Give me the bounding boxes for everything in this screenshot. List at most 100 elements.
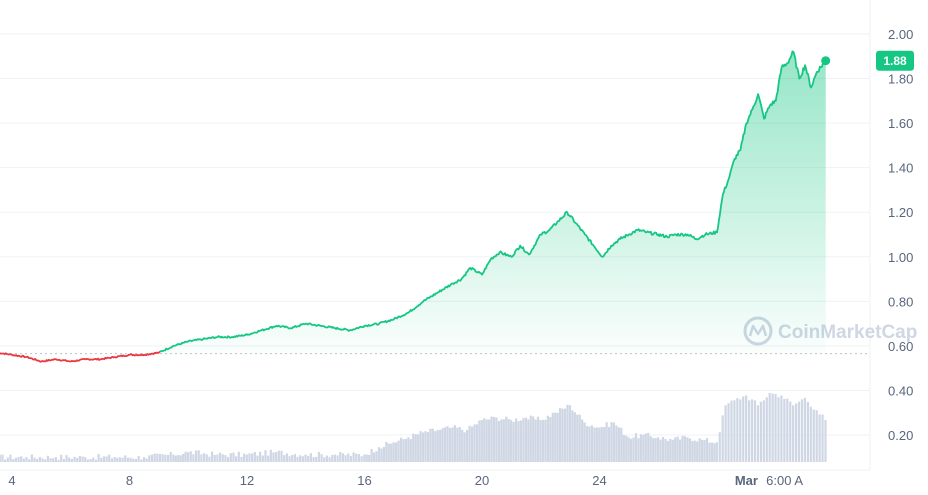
- volume-bar: [70, 458, 73, 462]
- volume-bar: [9, 454, 12, 462]
- volume-bar: [774, 394, 777, 462]
- volume-bar: [46, 455, 49, 462]
- volume-bar: [559, 408, 562, 462]
- volume-bar: [507, 419, 510, 462]
- volume-bar: [296, 456, 299, 462]
- price-line: [0, 50, 827, 363]
- volume-bar: [392, 442, 395, 462]
- volume-bar: [134, 458, 138, 462]
- volume-bar: [500, 419, 503, 462]
- volume-bar: [97, 454, 100, 462]
- volume-bar: [815, 410, 818, 462]
- volume-bar: [380, 448, 383, 462]
- volume-bar: [664, 438, 667, 462]
- volume-bar: [336, 455, 339, 462]
- volume-bar: [686, 437, 689, 462]
- volume-bar: [304, 454, 307, 462]
- volume-bar: [795, 403, 798, 462]
- volume-bar: [466, 429, 469, 462]
- volume-bar: [52, 458, 55, 462]
- volume-bar: [293, 454, 296, 462]
- volume-bar: [426, 432, 430, 462]
- volume-bar: [57, 459, 60, 462]
- volume-bar: [753, 400, 757, 462]
- volume-bar: [803, 397, 807, 462]
- volume-bar: [733, 400, 736, 462]
- volume-bar: [431, 428, 434, 462]
- volume-bar: [208, 456, 211, 462]
- volume-bar: [145, 458, 148, 462]
- volume-bar: [89, 458, 92, 462]
- y-tick-label: 1.20: [888, 205, 913, 220]
- price-line-down: [0, 350, 161, 363]
- volume-bar: [527, 419, 530, 462]
- volume-bar: [269, 449, 272, 462]
- volume-bar: [110, 458, 114, 462]
- volume-bar: [421, 432, 425, 462]
- volume-bar: [12, 459, 15, 462]
- volume-bar: [382, 447, 385, 462]
- volume-bar: [821, 414, 824, 462]
- volume-bar: [414, 434, 417, 462]
- volume-bar: [824, 420, 827, 462]
- volume-bar: [519, 420, 523, 462]
- volume-bar: [409, 439, 412, 462]
- volume-bar: [539, 420, 542, 462]
- volume-bar: [588, 426, 591, 462]
- volume-bar: [288, 456, 291, 462]
- volume-bar: [674, 437, 677, 462]
- volume-bar: [385, 441, 388, 462]
- volume-bar: [320, 454, 323, 462]
- volume-bar: [256, 455, 259, 462]
- volume-bar: [407, 437, 410, 462]
- volume-bar: [786, 398, 789, 462]
- volume-bar: [73, 456, 76, 462]
- volume-bar: [485, 419, 488, 462]
- volume-bar: [524, 417, 527, 462]
- volume-bar: [644, 433, 647, 462]
- volume-bar: [28, 459, 31, 462]
- volume-bar: [62, 458, 65, 462]
- x-tick-label: 20: [475, 473, 489, 488]
- volume-bar: [639, 434, 643, 462]
- volume-bar: [718, 432, 721, 462]
- last-point-marker: [821, 56, 831, 66]
- volume-bar: [736, 398, 739, 462]
- volume-bar: [387, 443, 390, 462]
- volume-bar: [605, 422, 608, 462]
- volume-bar: [331, 455, 334, 462]
- volume-bar: [724, 405, 727, 462]
- volume-bar: [488, 419, 491, 462]
- volume-bar: [473, 424, 476, 462]
- volume-bar: [812, 409, 815, 462]
- x-axis: 4 8 12 16 20 24 Mar 6:00 A: [8, 473, 803, 488]
- volume-bar: [352, 452, 355, 462]
- volume-bar: [529, 415, 532, 462]
- volume-bar: [307, 456, 310, 462]
- volume-bar: [742, 396, 745, 462]
- volume-bar: [76, 457, 79, 462]
- volume-bar: [399, 437, 403, 462]
- volume-bar: [708, 442, 711, 462]
- volume-bar: [229, 453, 232, 462]
- volume-bar: [202, 453, 206, 462]
- volume-bar: [765, 397, 768, 462]
- volume-bar: [436, 429, 439, 462]
- volume-bar: [243, 453, 246, 462]
- volume-bar: [360, 456, 363, 462]
- volume-bar: [113, 457, 116, 462]
- volume-bar: [30, 454, 33, 462]
- x-tick-label: 6:00 A: [766, 473, 803, 488]
- volume-bar: [166, 455, 170, 462]
- volume-bar: [448, 427, 452, 462]
- y-tick-label: 2.00: [888, 27, 913, 42]
- volume-bar: [532, 416, 535, 462]
- volume-bar: [118, 457, 122, 462]
- volume-bar: [108, 454, 111, 462]
- volume-bar: [745, 395, 748, 462]
- volume-bar: [189, 451, 192, 462]
- volume-bar: [783, 398, 786, 462]
- volume-bar: [349, 455, 353, 462]
- volume-bar: [666, 440, 669, 462]
